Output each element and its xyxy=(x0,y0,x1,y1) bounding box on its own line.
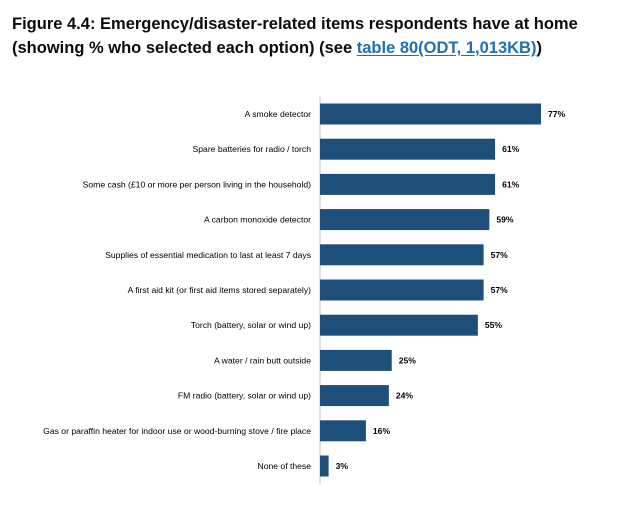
category-label: Torch (battery, solar or wind up) xyxy=(191,320,311,330)
bar-chart: A smoke detector 77% Spare batteries for r… xyxy=(43,96,566,484)
bar xyxy=(320,103,541,125)
bar xyxy=(320,420,366,442)
bar xyxy=(320,385,389,407)
value-label: 55% xyxy=(485,320,503,330)
figure-title: Figure 4.4: Emergency/disaster-related i… xyxy=(12,15,578,57)
bars-group: A smoke detector 77% Spare batteries for r… xyxy=(43,103,566,477)
category-label: Spare batteries for radio / torch xyxy=(193,144,312,154)
figure-heading: Figure 4.4: Emergency/disaster-related i… xyxy=(12,12,624,60)
figure-title-suffix: ) xyxy=(536,39,542,57)
category-label: A carbon monoxide detector xyxy=(204,215,311,225)
category-label: Gas or paraffin heater for indoor use or… xyxy=(43,426,311,436)
value-label: 3% xyxy=(336,461,349,471)
table-80-link[interactable]: table 80(ODT, 1,013KB) xyxy=(356,39,537,57)
value-label: 25% xyxy=(399,355,417,365)
value-label: 57% xyxy=(491,250,509,260)
bar xyxy=(320,349,392,371)
bar xyxy=(320,173,496,195)
value-label: 57% xyxy=(491,285,509,295)
value-label: 77% xyxy=(548,109,566,119)
bar xyxy=(320,279,484,301)
value-label: 59% xyxy=(496,215,514,225)
bar xyxy=(320,455,329,477)
category-label: Some cash (£10 or more per person living… xyxy=(83,179,311,189)
category-label: None of these xyxy=(257,461,311,471)
category-label: FM radio (battery, solar or wind up) xyxy=(178,391,311,401)
category-label: A first aid kit (or first aid items stor… xyxy=(128,285,312,295)
category-label: Supplies of essential medication to last… xyxy=(105,250,311,260)
category-label: A water / rain butt outside xyxy=(214,355,311,365)
category-label: A smoke detector xyxy=(245,109,312,119)
bar xyxy=(320,314,478,336)
bar xyxy=(320,244,484,266)
value-label: 24% xyxy=(396,391,414,401)
bar xyxy=(320,209,490,231)
value-label: 61% xyxy=(502,144,520,154)
value-label: 16% xyxy=(373,426,391,436)
bar xyxy=(320,138,496,160)
value-label: 61% xyxy=(502,179,520,189)
